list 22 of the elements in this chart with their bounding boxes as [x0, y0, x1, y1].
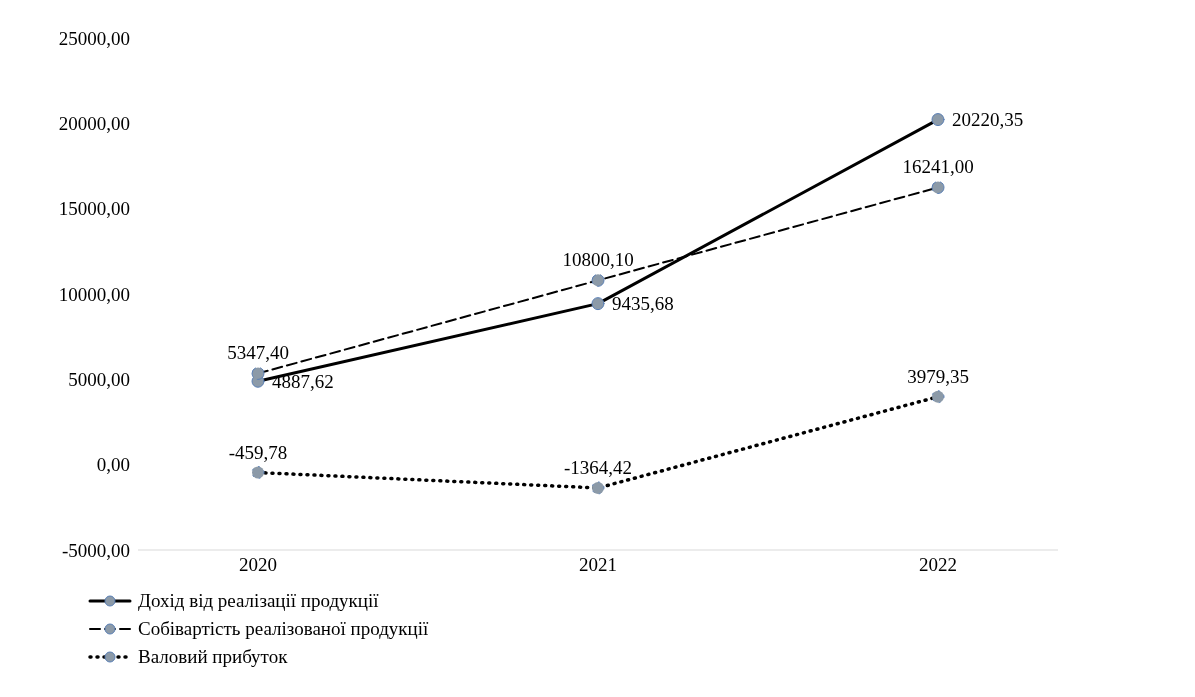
- y-tick-label: -5000,00: [61, 539, 130, 561]
- data-label: 5347,40: [227, 342, 289, 364]
- data-label: -459,78: [228, 441, 288, 463]
- data-label: 9435,68: [612, 293, 674, 315]
- y-tick-label: 0,00: [96, 454, 130, 476]
- legend-label: Валовий прибуток: [138, 646, 288, 668]
- data-label: 3979,35: [907, 365, 969, 387]
- y-tick-label: 20000,00: [58, 113, 130, 135]
- x-tick-label: 2022: [919, 554, 957, 576]
- y-tick-label: 15000,00: [58, 198, 130, 220]
- data-label: 4887,62: [272, 371, 334, 392]
- legend-label: Дохід від реалізації продукції: [138, 590, 379, 612]
- legend-label: Собівартість реалізованої продукції: [138, 618, 429, 640]
- data-label: 16241,00: [902, 156, 974, 178]
- data-label: 20220,35: [952, 109, 1024, 131]
- y-tick-label: 25000,00: [58, 27, 130, 49]
- data-label: -1364,42: [563, 456, 633, 478]
- x-tick-label: 2020: [239, 554, 277, 576]
- y-tick-label: 10000,00: [58, 283, 130, 305]
- x-tick-label: 2021: [579, 554, 617, 576]
- data-label: 10800,10: [562, 249, 634, 271]
- y-tick-label: 5000,00: [68, 369, 130, 391]
